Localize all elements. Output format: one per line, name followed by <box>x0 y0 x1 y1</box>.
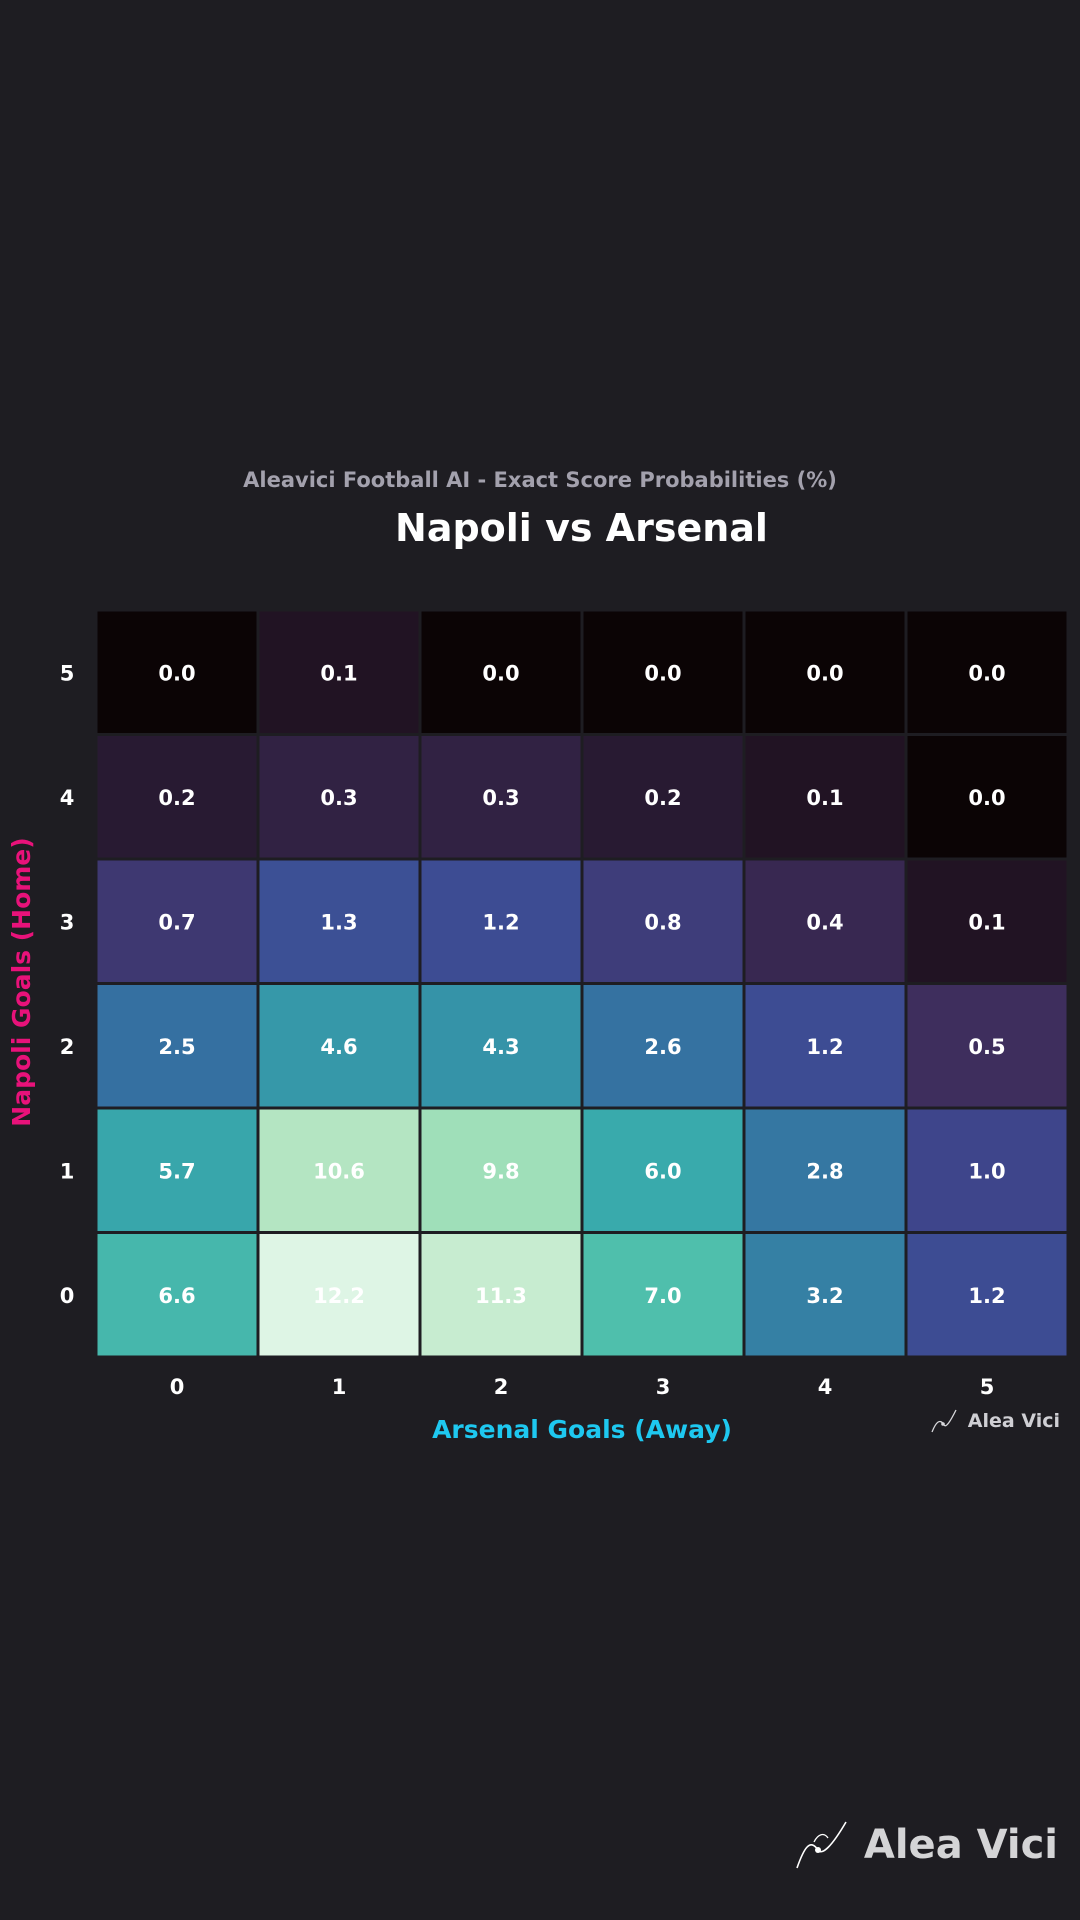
cell-value-label: 0.0 <box>806 661 843 685</box>
cell-value-label: 0.4 <box>806 910 843 934</box>
x-tick-label: 1 <box>332 1375 347 1399</box>
cell-value-label: 1.2 <box>968 1284 1005 1308</box>
cell-value-label: 2.6 <box>644 1035 681 1059</box>
cell-value-label: 0.3 <box>482 786 519 810</box>
x-tick-label: 0 <box>170 1375 185 1399</box>
heatmap-cell <box>418 857 584 985</box>
watermark-small: Alea Vici <box>930 1408 1060 1434</box>
y-tick-label: 3 <box>60 910 75 934</box>
cell-value-label: 2.8 <box>806 1159 843 1183</box>
cell-value-label: 3.2 <box>806 1284 843 1308</box>
x-tick-label: 3 <box>656 1375 671 1399</box>
heatmap-cell <box>580 1106 746 1234</box>
cell-value-label: 0.1 <box>806 786 843 810</box>
heatmap-cell <box>256 1106 422 1234</box>
cell-value-label: 0.1 <box>320 661 357 685</box>
cell-value-label: 1.0 <box>968 1159 1005 1183</box>
dice-swoosh-icon <box>931 1409 957 1433</box>
cell-value-label: 6.0 <box>644 1159 681 1183</box>
cell-value-label: 0.1 <box>968 910 1005 934</box>
cell-value-label: 12.2 <box>313 1284 365 1308</box>
heatmap-cell <box>742 982 908 1110</box>
cell-value-label: 0.5 <box>968 1035 1005 1059</box>
x-tick-label: 4 <box>818 1375 833 1399</box>
cell-value-label: 0.0 <box>644 661 681 685</box>
small-logo-text: Alea Vici <box>967 1410 1060 1432</box>
heatmap-cell <box>742 608 908 736</box>
cell-value-label: 6.6 <box>158 1284 195 1308</box>
y-tick-label: 1 <box>60 1159 75 1183</box>
cell-value-label: 11.3 <box>475 1284 527 1308</box>
heatmap-cell <box>94 608 260 736</box>
chart-title: Napoli vs Arsenal <box>395 506 768 550</box>
big-logo-text: Alea Vici <box>863 1822 1058 1868</box>
cell-value-label: 1.2 <box>806 1035 843 1059</box>
cell-value-label: 0.0 <box>968 661 1005 685</box>
cell-value-label: 4.6 <box>320 1035 357 1059</box>
cell-value-label: 0.0 <box>968 786 1005 810</box>
cell-value-label: 1.3 <box>320 910 357 934</box>
heatmap-cell <box>742 857 908 985</box>
y-axis-label: Napoli Goals (Home) <box>7 837 36 1127</box>
cell-value-label: 0.0 <box>482 661 519 685</box>
heatmap-cell <box>256 733 422 861</box>
y-tick-label: 0 <box>60 1284 75 1308</box>
heatmap-cell <box>418 608 584 736</box>
heatmap-cell <box>580 733 746 861</box>
cell-value-label: 5.7 <box>158 1159 195 1183</box>
chart-subtitle: Aleavici Football AI - Exact Score Proba… <box>243 468 837 492</box>
y-tick-label: 5 <box>60 661 75 685</box>
dice-swoosh-icon <box>796 1821 847 1869</box>
cell-value-label: 4.3 <box>482 1035 519 1059</box>
heatmap-cell <box>256 608 422 736</box>
cell-value-label: 1.2 <box>482 910 519 934</box>
cell-value-label: 0.8 <box>644 910 681 934</box>
cell-value-label: 0.7 <box>158 910 195 934</box>
x-tick-label: 2 <box>494 1375 509 1399</box>
cell-value-label: 0.0 <box>158 661 195 685</box>
heatmap-cell <box>904 1231 1070 1359</box>
heatmap-cell <box>94 1106 260 1234</box>
y-tick-label: 2 <box>60 1035 75 1059</box>
heatmap-cell <box>904 608 1070 736</box>
cell-value-label: 0.2 <box>644 786 681 810</box>
heatmap-cell <box>742 1231 908 1359</box>
heatmap-cell <box>94 982 260 1110</box>
y-tick-label: 4 <box>60 786 75 810</box>
cell-value-label: 10.6 <box>313 1159 365 1183</box>
heatmap-cell <box>94 1231 260 1359</box>
x-axis-label: Arsenal Goals (Away) <box>432 1415 732 1444</box>
heatmap-cell <box>904 733 1070 861</box>
cell-value-label: 2.5 <box>158 1035 195 1059</box>
heatmap-cell <box>256 982 422 1110</box>
heatmap-cell <box>742 1106 908 1234</box>
x-tick-label: 5 <box>980 1375 995 1399</box>
cell-value-label: 7.0 <box>644 1284 681 1308</box>
watermark-large: Alea Vici <box>794 1820 1058 1870</box>
cell-value-label: 0.2 <box>158 786 195 810</box>
cell-value-label: 0.3 <box>320 786 357 810</box>
heatmap-cell <box>742 733 908 861</box>
cell-value-label: 9.8 <box>482 1159 519 1183</box>
